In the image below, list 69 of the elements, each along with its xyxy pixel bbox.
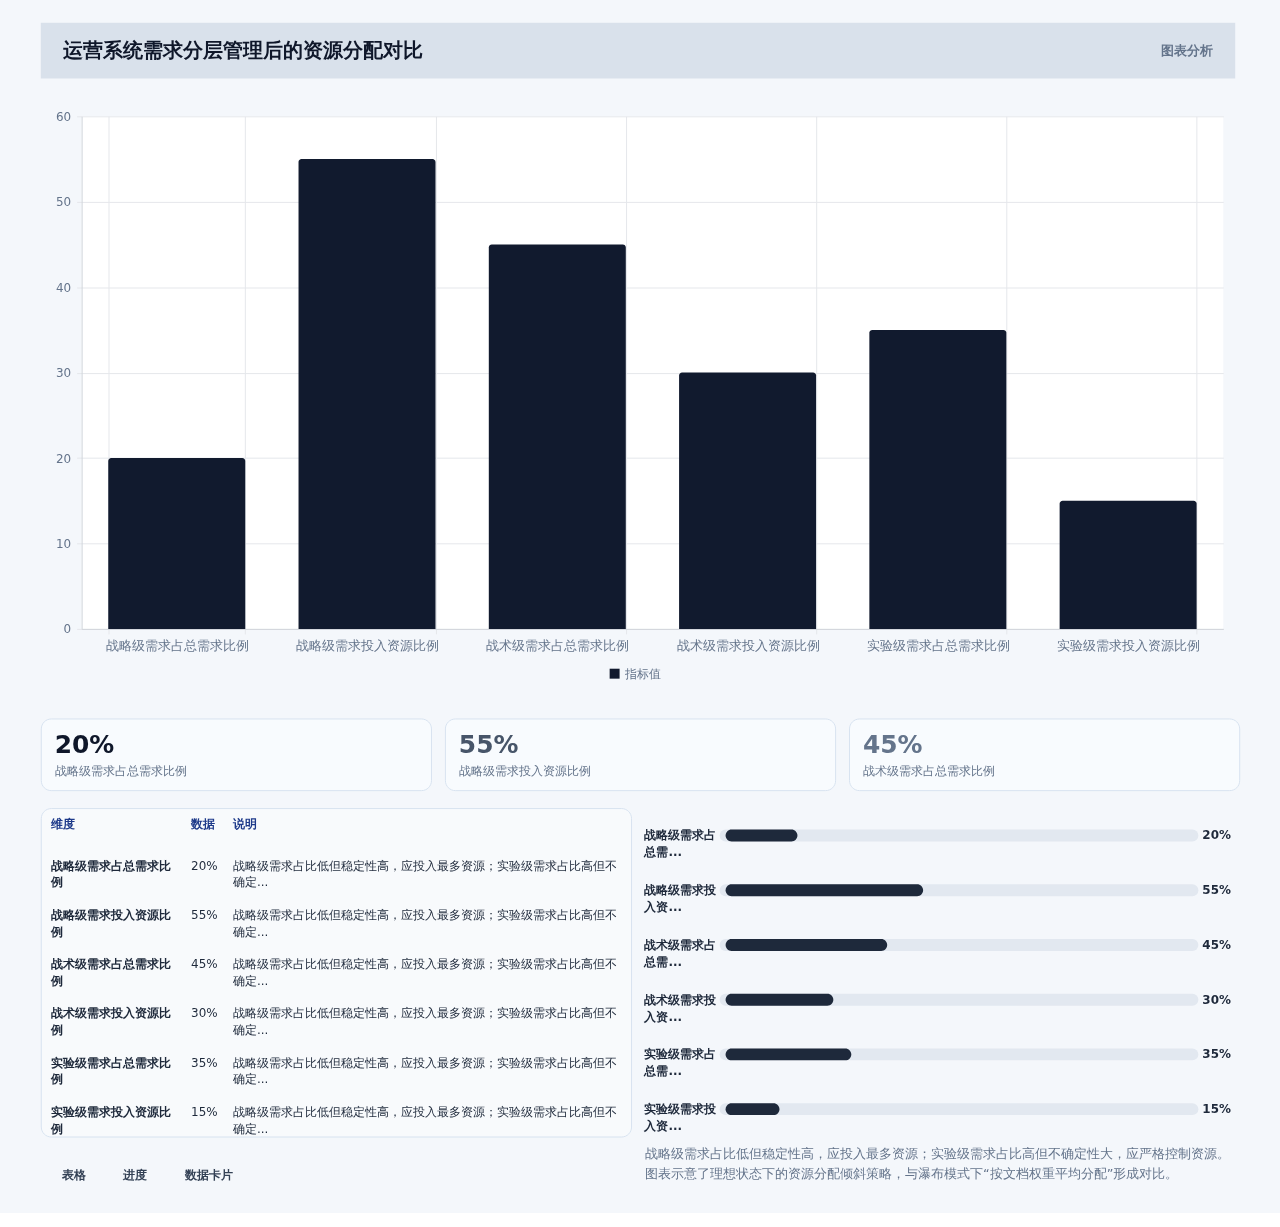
- y-tick-label: 20: [55, 451, 72, 466]
- y-tick-label: 30: [55, 366, 72, 381]
- x-tick-label: 战略级需求占总需求比例: [105, 638, 249, 654]
- bar: [725, 993, 834, 1006]
- data-label: 55%: [191, 907, 218, 922]
- data-label: 45%: [191, 957, 218, 972]
- bar: [108, 458, 246, 629]
- data-label: 30%: [191, 1006, 218, 1021]
- text: 数据卡片: [184, 1168, 234, 1183]
- x-tick-label: 实验级需求投入资源比例: [1057, 638, 1201, 654]
- text: 20%: [54, 730, 115, 760]
- text: 15%: [1202, 1102, 1231, 1117]
- text: 数据: [190, 817, 216, 832]
- y-tick-label: 战略级需求投入资...: [643, 883, 718, 915]
- bar: [725, 829, 798, 842]
- bar: [725, 1048, 852, 1061]
- text: 战略级需求占比低但稳定性高，应投入最多资源；实验级需求占比高但不确定...: [231, 907, 617, 939]
- y-tick-label: 实验级需求占总需...: [643, 1047, 717, 1079]
- text: 45%: [862, 730, 923, 760]
- y-tick-label: 0: [63, 622, 72, 637]
- text: 战略级需求占比低但稳定性高，应投入最多资源；实验级需求占比高但不确定性大，应严格控制资源。图表示意了理想状态下的资源分配倾斜策略，与瀑布模式下“按文档权重平均分配”形成对比。: [644, 1146, 1230, 1182]
- bar: [679, 372, 817, 629]
- y-tick-label: 60: [55, 109, 72, 124]
- x-tick-label: 战略级需求投入资源比例: [296, 638, 440, 654]
- bar: [725, 1103, 780, 1116]
- bar: [488, 244, 626, 629]
- category-label: 战术级需求占总需求比例: [49, 957, 171, 988]
- category-label: 战术级需求投入资源比例: [49, 1006, 171, 1038]
- y-tick-label: 50: [55, 195, 72, 210]
- y-tick-label: 40: [55, 280, 72, 295]
- text: 表格: [60, 1168, 87, 1183]
- text: 55%: [458, 730, 519, 760]
- y-tick-label: 战术级需求投入资...: [643, 992, 718, 1024]
- y-tick-label: 战术级需求占总需...: [643, 937, 717, 969]
- category-label: 战术级需求占总需求比例: [862, 764, 995, 779]
- category-label: 战略级需求投入资源比例: [458, 764, 591, 779]
- text: 维度: [49, 817, 75, 832]
- text: 图表分析: [1161, 42, 1214, 58]
- text: 战略级需求占比低但稳定性高，应投入最多资源；实验级需求占比高但不确定...: [231, 858, 617, 890]
- text: 战略级需求占比低但稳定性高，应投入最多资源；实验级需求占比高但不确定...: [231, 957, 617, 988]
- data-label: 15%: [191, 1104, 218, 1119]
- text: 35%: [1202, 1047, 1231, 1062]
- legend-label: 指标值: [623, 666, 661, 681]
- text: 30%: [1202, 992, 1231, 1007]
- text: 45%: [1202, 937, 1231, 952]
- y-tick-label: 战略级需求占总需...: [643, 828, 717, 860]
- data-label: 35%: [191, 1055, 218, 1070]
- category-label: 战略级需求占总需求比例: [54, 764, 187, 779]
- category-label: 实验级需求占总需求比例: [49, 1055, 171, 1087]
- text: 说明: [231, 817, 257, 832]
- text: 进度: [122, 1168, 148, 1183]
- x-tick-label: 实验级需求占总需求比例: [866, 638, 1010, 654]
- text: 战略级需求占比低但稳定性高，应投入最多资源；实验级需求占比高但不确定...: [231, 1006, 617, 1038]
- text: 55%: [1202, 883, 1231, 898]
- y-tick-label: 实验级需求投入资...: [643, 1102, 718, 1134]
- category-label: 战略级需求投入资源比例: [49, 907, 171, 939]
- text: 20%: [1202, 828, 1231, 843]
- bar: [298, 159, 436, 629]
- text: 战略级需求占比低但稳定性高，应投入最多资源；实验级需求占比高但不确定...: [231, 1055, 617, 1087]
- x-tick-label: 战术级需求投入资源比例: [676, 638, 820, 654]
- data-label: 20%: [191, 858, 218, 873]
- bar: [869, 329, 1007, 629]
- bar: [1059, 500, 1197, 629]
- category-label: 实验级需求投入资源比例: [49, 1104, 171, 1136]
- y-tick-label: 10: [55, 536, 72, 551]
- category-label: 战略级需求占总需求比例: [49, 858, 171, 890]
- text: 战略级需求占比低但稳定性高，应投入最多资源；实验级需求占比高但不确定...: [231, 1104, 617, 1136]
- chart-title: 运营系统需求分层管理后的资源分配对比: [61, 38, 423, 62]
- x-tick-label: 战术级需求占总需求比例: [486, 638, 630, 654]
